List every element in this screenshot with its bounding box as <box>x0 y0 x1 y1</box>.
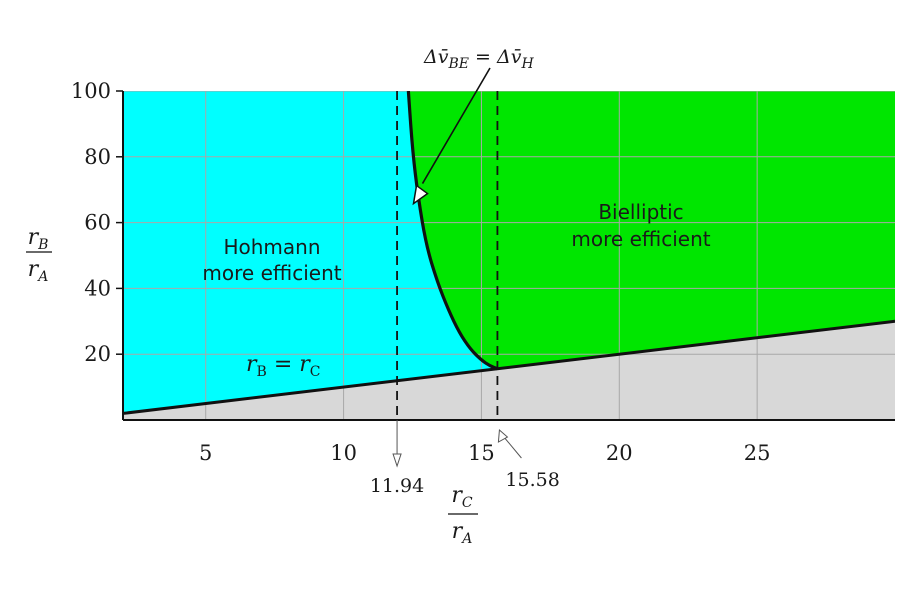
threshold-dashed-lines: 11.94 15.58 <box>370 91 560 497</box>
bielliptic-label-line1: Bielliptic <box>598 200 683 224</box>
gridlines <box>123 91 895 420</box>
bielliptic-region <box>408 91 895 369</box>
y-tick-label: 80 <box>84 145 111 169</box>
x-label-numerator: rC <box>451 483 473 511</box>
x-label-denominator: rA <box>452 519 473 547</box>
annotation-arrowhead <box>412 184 429 206</box>
hohmann-label-line2: more efficient <box>202 261 341 285</box>
threshold-pointer-head <box>392 453 402 468</box>
y-axis-label: rB rA <box>26 225 52 285</box>
diagonal-label: rB = rC <box>246 352 321 380</box>
x-tick-label: 25 <box>744 441 771 465</box>
delta-v-annotation: Δv̄BE = Δv̄H <box>412 46 534 206</box>
x-tick-label: 5 <box>199 441 212 465</box>
hohmann-label-line1: Hohmann <box>223 235 320 259</box>
y-label-denominator: rA <box>28 257 49 285</box>
threshold-label: 15.58 <box>505 469 559 491</box>
y-tick-label: 100 <box>71 79 111 103</box>
threshold-label: 11.94 <box>370 475 424 497</box>
annotation-arrow-line <box>421 67 491 184</box>
x-tick-label: 20 <box>606 441 633 465</box>
y-label-numerator: rB <box>28 225 49 253</box>
y-tick-label: 20 <box>84 342 111 366</box>
boundary-curve <box>406 91 499 371</box>
y-tick-label: 60 <box>84 211 111 235</box>
annotation-text: Δv̄BE = Δv̄H <box>423 46 534 72</box>
x-tick-label: 15 <box>468 441 495 465</box>
y-tick-labels: 20 40 60 80 100 <box>71 79 123 366</box>
x-tick-label: 10 <box>330 441 357 465</box>
threshold-pointer-head <box>497 428 509 443</box>
bielliptic-label-line2: more efficient <box>571 227 710 251</box>
infeasible-region <box>123 321 895 420</box>
diagonal-line <box>123 319 895 415</box>
y-tick-label: 40 <box>84 276 111 300</box>
x-tick-labels: 5 10 15 20 25 <box>199 441 770 465</box>
x-axis-label: rC rA <box>448 483 478 547</box>
plot-area <box>123 91 895 420</box>
